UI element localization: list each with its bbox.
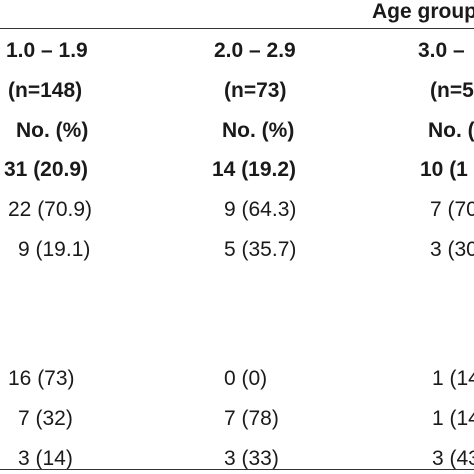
col3-n: (n=5	[430, 79, 474, 102]
col1-unit: No. (%)	[16, 119, 89, 142]
col3-range: 3.0 –	[418, 39, 465, 62]
col1-row: 3 (14)	[18, 447, 73, 470]
header-rule	[0, 28, 474, 29]
col1-row: 22 (70.9)	[8, 198, 93, 221]
col1-n: (n=148)	[8, 79, 83, 102]
col1-range: 1.0 – 1.9	[6, 39, 88, 62]
col2-row: 0 (0)	[224, 367, 268, 390]
col1-total: 31 (20.9)	[4, 158, 89, 181]
col2-row: 7 (78)	[224, 407, 279, 430]
age-group-header: Age group	[372, 0, 474, 23]
col3-row: 1 (14	[432, 367, 474, 390]
col1-row: 9 (19.1)	[18, 238, 91, 261]
col1-row: 7 (32)	[18, 407, 73, 430]
col3-row: 7 (70	[430, 198, 474, 221]
col2-row: 5 (35.7)	[224, 238, 297, 261]
col1-row: 16 (73)	[8, 367, 75, 390]
col2-row: 3 (33)	[224, 447, 279, 470]
bottom-rule	[0, 469, 474, 470]
col2-range: 2.0 – 2.9	[214, 39, 296, 62]
col3-row: 3 (30	[430, 238, 474, 261]
col2-unit: No. (%)	[222, 119, 295, 142]
col3-unit: No. (	[428, 119, 474, 142]
col2-total: 14 (19.2)	[212, 158, 297, 181]
col2-row: 9 (64.3)	[224, 198, 297, 221]
col2-n: (n=73)	[224, 79, 287, 102]
col3-row: 1 (14	[432, 407, 474, 430]
col3-row: 3 (43	[432, 447, 474, 470]
col3-total: 10 (1	[420, 158, 468, 181]
